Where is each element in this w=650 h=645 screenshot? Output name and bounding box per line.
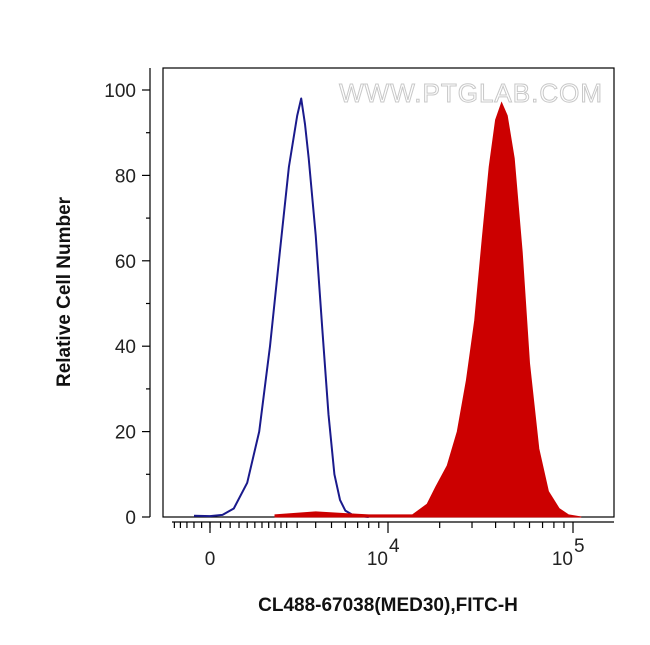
- x-tick-label: 10: [552, 549, 573, 570]
- y-tick-label: 100: [104, 81, 136, 102]
- series-layer: [193, 97, 582, 518]
- x-tick-label: 10: [367, 549, 388, 570]
- y-tick-label: 60: [115, 252, 136, 273]
- y-axis-title: Relative Cell Number: [54, 196, 75, 387]
- y-tick-label: 40: [115, 337, 136, 358]
- x-tick-exponent: 4: [389, 536, 400, 557]
- plot-frame: [162, 67, 615, 518]
- x-tick-exponent: 5: [574, 536, 585, 557]
- y-tick-label: 0: [125, 508, 136, 529]
- series-1-filled-histogram: [274, 101, 582, 518]
- x-tick-label: 0: [205, 549, 216, 570]
- series-0-outline-histogram: [193, 97, 369, 518]
- y-tick-label: 80: [115, 166, 136, 187]
- plot-area: WWW.PTGLAB.COM: [162, 67, 615, 518]
- watermark-text: WWW.PTGLAB.COM: [339, 78, 603, 108]
- y-tick-label: 20: [115, 423, 136, 444]
- x-axis-title: CL488-67038(MED30),FITC-H: [258, 595, 518, 616]
- y-axis: 0 20 40 60 80 100: [104, 68, 151, 529]
